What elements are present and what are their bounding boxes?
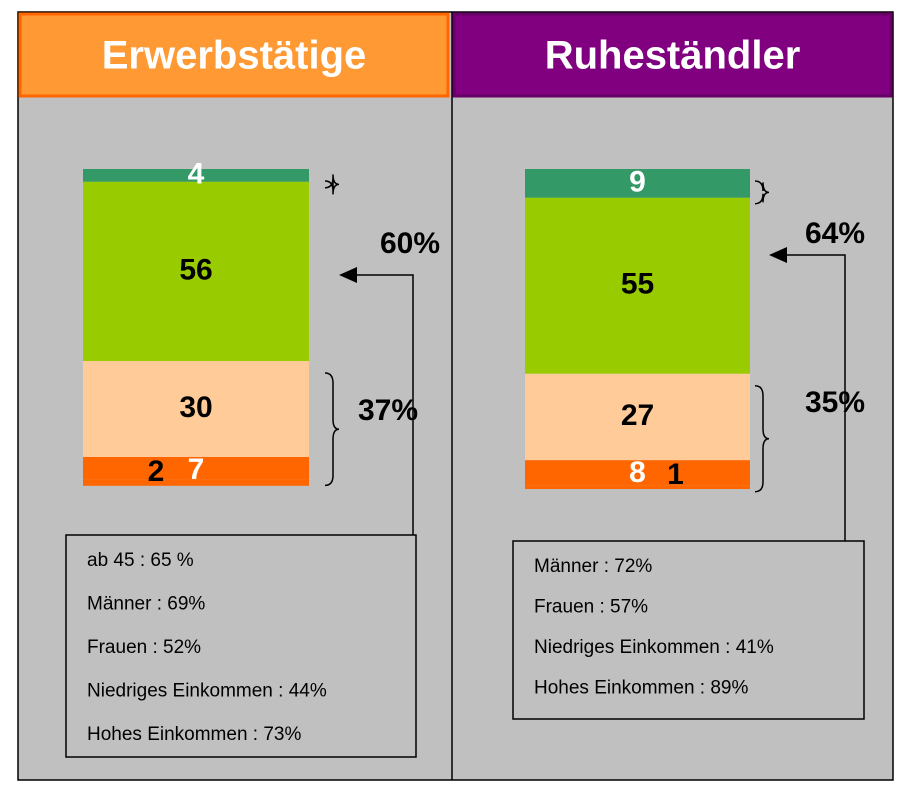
header [18, 12, 450, 98]
bar-segment [83, 169, 309, 182]
bar-segment [83, 479, 309, 486]
notes-box [65, 534, 417, 758]
segment-label: 55 [621, 268, 654, 301]
segment-label: 56 [179, 253, 212, 286]
header-title: Erwerbstätige [102, 34, 367, 78]
bracket-label: 35% [805, 386, 865, 419]
note: Männer : 69% [87, 594, 205, 615]
note: Niedriges Einkommen : 41% [534, 637, 774, 658]
bar-segment [525, 169, 750, 198]
bracket-label: 37% [358, 394, 418, 427]
bracket-label: 60% [380, 227, 440, 260]
bar-segment [525, 197, 750, 374]
bracket-label: 64% [805, 217, 865, 250]
segment-label: 4 [188, 157, 205, 190]
header-title: Ruheständler [545, 34, 801, 78]
header [452, 12, 893, 98]
arrow-head [339, 267, 357, 283]
bracket [754, 180, 770, 205]
bar-segment [525, 460, 750, 486]
segment-label: 7 [188, 453, 205, 486]
note: Hohes Einkommen : 73% [87, 724, 301, 745]
note: Hohes Einkommen : 89% [534, 678, 748, 699]
bracket [324, 372, 340, 487]
segment-label: 1 [667, 458, 684, 491]
segment-label: 8 [629, 456, 646, 489]
segment-label: 30 [179, 391, 212, 424]
note: Männer : 72% [534, 556, 652, 577]
note: Frauen : 57% [534, 597, 648, 618]
bracket [754, 385, 770, 493]
notes-box [512, 540, 865, 720]
arrow-line [355, 274, 414, 535]
bar-segment [83, 361, 309, 457]
arrow-head [769, 247, 787, 263]
bar-segment [525, 373, 750, 461]
arrow-line [785, 254, 846, 541]
bar-segment [83, 457, 309, 480]
segment-label: 27 [621, 399, 654, 432]
bracket [324, 174, 340, 195]
note: ab 45 : 65 % [87, 550, 194, 571]
bar-segment [525, 485, 750, 489]
note: Frauen : 52% [87, 637, 201, 658]
segment-label: 2 [148, 455, 165, 488]
segment-label: 9 [629, 165, 646, 198]
note: Niedriges Einkommen : 44% [87, 681, 327, 702]
bar-segment [83, 181, 309, 361]
